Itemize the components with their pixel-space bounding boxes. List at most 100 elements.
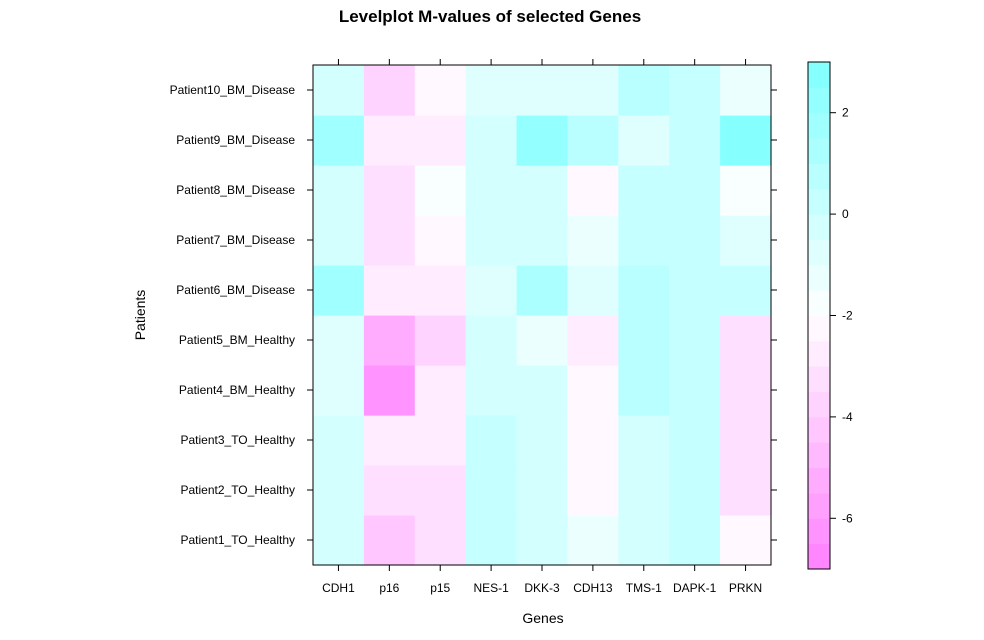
- heatmap-cell: [516, 265, 569, 316]
- heatmap-cell: [414, 365, 467, 416]
- colorbar-band: [808, 391, 830, 418]
- colorbar-frame: [807, 61, 831, 570]
- heatmap-cell: [414, 465, 467, 516]
- heatmap-cell: [465, 365, 518, 416]
- colorbar-band: [808, 416, 830, 443]
- heatmap-cell: [618, 415, 670, 466]
- heatmap-cell: [363, 365, 416, 416]
- heatmap-cell: [618, 265, 670, 316]
- heatmap-cell: [669, 115, 721, 166]
- y-tick-label: Patient6_BM_Disease: [176, 283, 295, 297]
- x-tick-label: CDH1: [322, 581, 355, 595]
- x-axis-label: Genes: [522, 610, 563, 626]
- x-tick-label: NES-1: [473, 581, 509, 595]
- x-tick-label: PRKN: [729, 581, 762, 595]
- heatmap-cell: [567, 415, 619, 466]
- y-tick-label: Patient4_BM_Healthy: [179, 383, 295, 397]
- colorbar-band: [808, 543, 830, 570]
- colorbar-band: [808, 239, 830, 266]
- heatmap-cell: [618, 165, 670, 216]
- colorbar-tick-label: 0: [842, 207, 849, 221]
- heatmap-cell: [465, 465, 518, 516]
- heatmap-cell: [414, 515, 467, 566]
- colorbar-band: [808, 366, 830, 393]
- colorbar-band: [808, 214, 830, 240]
- heatmap-cell: [567, 115, 619, 166]
- heatmap-cell: [465, 65, 518, 116]
- heatmap-cell: [414, 415, 467, 466]
- heatmap-cell: [567, 215, 619, 266]
- heatmap-cell: [618, 365, 670, 416]
- heatmap-cell: [414, 215, 467, 266]
- heatmap-cell: [465, 215, 518, 266]
- y-tick-label: Patient7_BM_Disease: [176, 233, 295, 247]
- colorbar-band: [808, 315, 830, 342]
- heatmap-cell: [618, 315, 670, 366]
- heatmap-cell: [669, 365, 721, 416]
- colorbar-band: [808, 290, 830, 316]
- heatmap-cell: [720, 115, 772, 166]
- heatmap-cell: [720, 515, 772, 566]
- heatmap-cell: [669, 415, 721, 466]
- heatmap-cell: [363, 215, 416, 266]
- heatmap-cell: [516, 515, 569, 566]
- heatmap-cell: [313, 115, 365, 166]
- colorbar-band: [808, 340, 830, 367]
- heatmap-cell: [516, 415, 569, 466]
- heatmap-cell: [363, 415, 416, 466]
- y-tick-label: Patient3_TO_Healthy: [180, 433, 295, 447]
- heatmap-cell: [720, 265, 772, 316]
- heatmap-cell: [567, 465, 619, 516]
- heatmap-cell: [363, 165, 416, 216]
- heatmap-cell: [465, 115, 518, 166]
- heatmap-cell: [414, 115, 467, 166]
- colorbar-tick-label: -2: [842, 309, 853, 323]
- heatmap-cell: [618, 115, 670, 166]
- x-tick-label: DKK-3: [524, 581, 560, 595]
- heatmap-cell: [516, 165, 569, 216]
- heatmap-cell: [567, 365, 619, 416]
- heatmap-cell: [414, 65, 467, 116]
- heatmap-cell: [720, 465, 772, 516]
- chart-title: Levelplot M-values of selected Genes: [339, 7, 641, 26]
- heatmap-cell: [363, 515, 416, 566]
- heatmap-cell: [720, 415, 772, 466]
- heatmap-cell: [618, 65, 670, 116]
- heatmap-cell: [669, 315, 721, 366]
- y-tick-label: Patient5_BM_Healthy: [179, 333, 295, 347]
- heatmap-cell: [363, 265, 416, 316]
- heatmap-cell: [567, 165, 619, 216]
- heatmap-cell: [465, 265, 518, 316]
- colorbar-band: [808, 442, 830, 469]
- heatmap-cell: [414, 165, 467, 216]
- colorbar-tick-label: 2: [842, 106, 849, 120]
- y-tick-label: Patient8_BM_Disease: [176, 183, 295, 197]
- heatmap-cell: [414, 265, 467, 316]
- colorbar-band: [808, 87, 830, 114]
- heatmap-cell: [669, 265, 721, 316]
- heatmap-cell: [313, 265, 365, 316]
- heatmap-cell: [363, 65, 416, 116]
- heatmap-cell: [313, 65, 365, 116]
- y-tick-label: Patient1_TO_Healthy: [180, 533, 295, 547]
- x-tick-label: CDH13: [573, 581, 613, 595]
- heatmap-cell: [313, 415, 365, 466]
- heatmap-cell: [516, 315, 569, 366]
- heatmap-cell: [465, 515, 518, 566]
- heatmap-cells: [313, 65, 772, 566]
- heatmap-cell: [720, 215, 772, 266]
- colorbar-band: [808, 138, 830, 164]
- heatmap-cell: [363, 315, 416, 366]
- heatmap-cell: [669, 465, 721, 516]
- heatmap-cell: [618, 465, 670, 516]
- heatmap-cell: [465, 165, 518, 216]
- heatmap-cell: [567, 515, 619, 566]
- heatmap-cell: [313, 215, 365, 266]
- colorbar-band: [808, 62, 830, 88]
- heatmap-cell: [567, 65, 619, 116]
- heatmap-cell: [516, 215, 569, 266]
- heatmap-cell: [313, 165, 365, 216]
- x-tick-label: p15: [430, 581, 450, 595]
- colorbar-band: [808, 467, 830, 494]
